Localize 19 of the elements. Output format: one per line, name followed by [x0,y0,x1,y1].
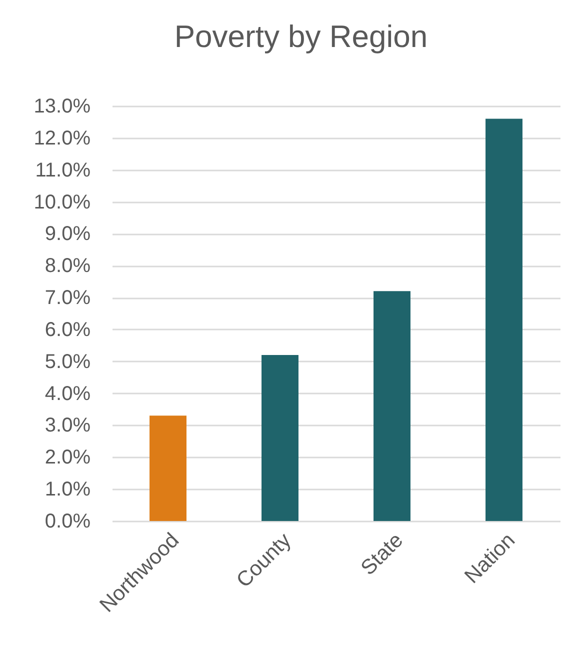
chart-title: Poverty by Region [174,19,428,54]
bar [486,118,522,521]
y-tick-label: 1.0% [44,478,91,501]
bar [150,416,186,521]
y-tick-label: 4.0% [44,382,91,405]
y-tick-label: 12.0% [34,127,91,150]
y-tick-label: 9.0% [44,223,91,246]
y-tick-label: 2.0% [44,446,91,469]
y-tick-label: 13.0% [34,96,91,118]
bar [262,355,298,521]
y-tick-label: 3.0% [44,414,91,437]
y-tick-label: 7.0% [44,287,91,310]
y-tick-label: 11.0% [35,159,91,182]
y-tick-label: 6.0% [44,318,91,341]
y-tick-label: 0.0% [44,510,91,532]
bar [374,291,410,521]
y-tick-label: 10.0% [34,191,91,214]
y-tick-label: 8.0% [44,255,91,278]
y-tick-label: 5.0% [44,350,91,373]
